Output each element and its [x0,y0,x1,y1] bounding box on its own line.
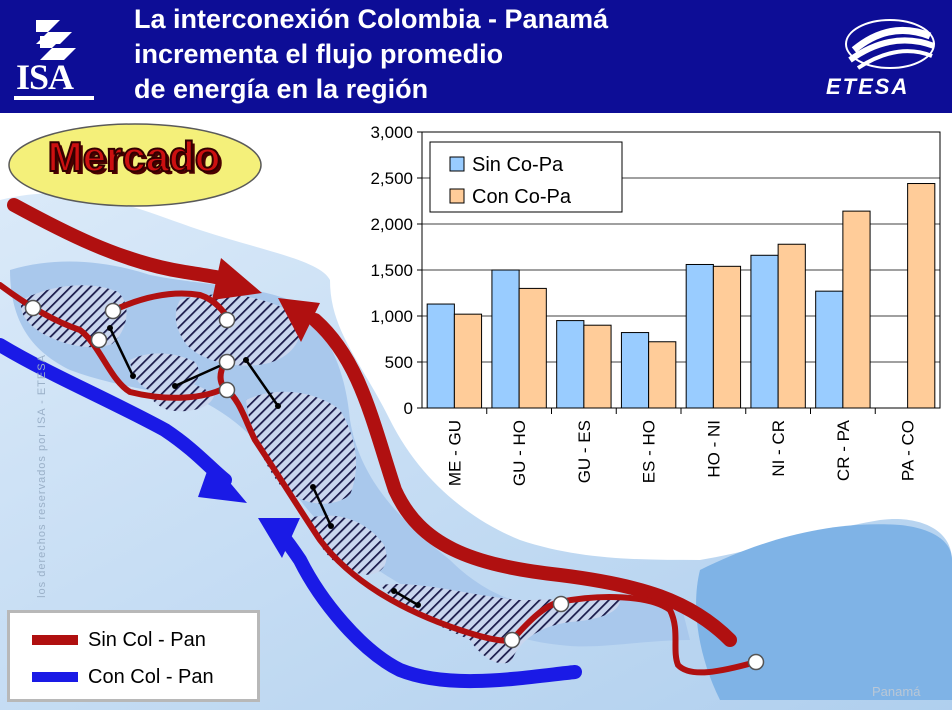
y-tick-label: 500 [385,353,413,372]
red-arrowhead-lower [278,298,320,342]
bar [815,290,844,409]
page-title: La interconexión Colombia - Panamá incre… [134,2,608,107]
x-category-label: ES - HO [640,420,659,483]
red-line-icon [32,635,78,645]
legend-swatch [449,188,465,204]
bar [556,320,585,409]
bar [842,210,871,409]
x-category-label: CR - PA [834,419,853,481]
bar [426,303,455,409]
red-arrow-lower [308,313,737,647]
copyright-side-note: los derechos reservados por ISA - ETESA [35,354,48,598]
map-legend-label-con: Con Col - Pan [88,665,214,688]
link-points [107,325,421,608]
etesa-logo-text: ETESA [826,74,910,99]
y-tick-label: 0 [404,399,413,418]
mercado-badge-shape [8,123,262,207]
panama-map-label: Panamá [872,684,921,699]
x-category-label: HO - NI [704,420,723,478]
nicaragua-region [246,391,356,504]
y-tick-label: 2,000 [370,215,413,234]
blue-arrow-lower [271,523,582,689]
bar [453,313,483,409]
node-circles [24,299,765,671]
bar [518,287,547,409]
title-line-1: La interconexión Colombia - Panamá [134,4,609,34]
x-category-label: ME - GU [445,420,464,486]
legend-swatch [449,156,465,172]
title-line-2: incrementa el flujo promedio [134,39,504,69]
link-lines [108,327,419,607]
x-category-label: PA - CO [899,420,918,481]
y-tick-label: 3,000 [370,123,413,142]
red-flow-path [0,282,759,676]
etesa-globe-icon [845,19,936,70]
bar [907,183,936,409]
x-category-label: GU - HO [510,420,529,486]
bar [583,324,612,409]
south-america-land [696,524,952,700]
x-category-label: GU - ES [575,420,594,483]
flow-bar-chart: 0 500 1,000 1,500 2,000 2,500 3,000 ME - GU GU -… [370,123,941,486]
x-category-label: NI - CR [769,420,788,477]
header-bar: ISA La interconexión Colombia - Panamá i… [0,0,952,113]
map-legend-item-sin: Sin Col - Pan [32,627,206,653]
isa-logo-text: ISA [16,57,74,97]
costa-rica-region [310,515,387,575]
mercado-badge [8,123,262,207]
central-america-map [0,193,952,710]
legend-label: Sin Co-Pa [472,154,564,176]
isa-logo-icon [14,20,94,100]
map-legend-label-sin: Sin Col - Pan [88,628,206,651]
title-line-3: de energía en la región [134,74,429,104]
legend-label: Con Co-Pa [472,186,572,208]
bar [491,269,520,409]
y-tick-label: 2,500 [370,169,413,188]
blue-arrow-upper [0,338,232,487]
map-legend: Sin Col - Pan Con Col - Pan [7,610,260,702]
bar [648,341,677,409]
bar [712,265,742,409]
guatemala-region [20,285,127,348]
blue-arrowhead-lower [258,518,300,558]
mercado-badge-label: Mercado [47,132,222,181]
bar [620,332,650,409]
y-tick-label: 1,500 [370,261,413,280]
honduras-region [175,294,301,366]
y-tick-label: 1,000 [370,307,413,326]
blue-line-icon [32,672,78,682]
bar [750,254,779,409]
map-legend-item-con: Con Col - Pan [32,664,214,690]
bar [685,263,714,409]
red-arrowhead-upper [212,258,262,300]
bar [777,243,806,409]
blue-arrowhead-upper [198,460,247,503]
